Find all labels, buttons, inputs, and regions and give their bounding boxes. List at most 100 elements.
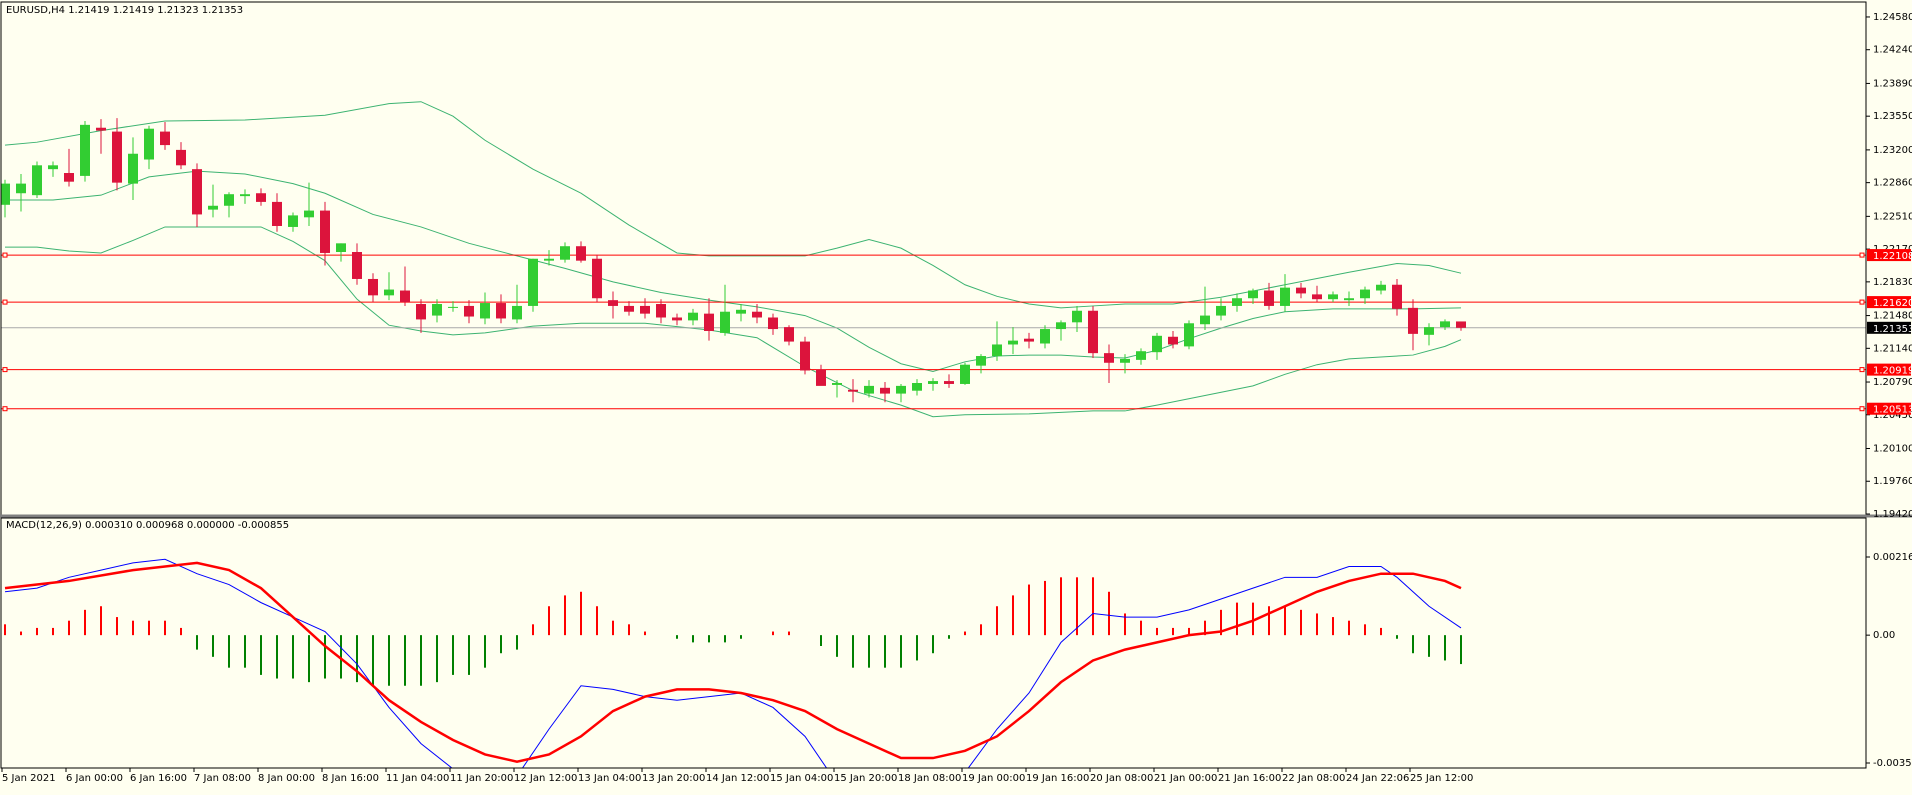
candle-body [496, 303, 506, 319]
candle-body [672, 317, 682, 321]
price-y-tick-label: 1.20790 [1873, 377, 1912, 388]
price-y-tick-label: 1.22860 [1873, 178, 1912, 189]
level-price-tag-label: 1.21620 [1873, 298, 1912, 309]
candle-body [1216, 305, 1226, 316]
candle-body [1168, 336, 1178, 345]
candle-body [1136, 351, 1146, 360]
x-tick-label: 13 Jan 20:00 [642, 773, 705, 784]
candle-body [176, 149, 186, 166]
x-tick-label: 11 Jan 04:00 [386, 773, 449, 784]
candle-body [336, 243, 346, 252]
candle-body [1360, 289, 1370, 299]
candle-body [1344, 298, 1354, 301]
candle-body [1, 183, 10, 205]
candle-body [720, 311, 730, 333]
candle-body [96, 127, 106, 131]
x-tick-label: 8 Jan 16:00 [322, 773, 379, 784]
candle-body [736, 309, 746, 314]
candle-body [800, 341, 810, 371]
level-handle-left [2, 367, 8, 373]
bollinger-lower-band [5, 226, 1462, 418]
candle-body [368, 278, 378, 296]
candle-body [704, 313, 714, 331]
candle-body [1040, 329, 1050, 344]
candle-body [272, 201, 282, 226]
x-tick-label: 13 Jan 04:00 [578, 773, 641, 784]
macd-y-tick-label: -0.003537 [1873, 758, 1912, 769]
macd-panel[interactable] [4, 558, 1462, 790]
candle-body [1408, 307, 1418, 334]
level-price-tag-label: 1.22108 [1873, 251, 1912, 262]
candle-body [256, 193, 266, 202]
candle-body [1440, 321, 1450, 328]
candle-body [352, 251, 362, 279]
candle-body [464, 305, 474, 317]
price-y-tick-label: 1.21830 [1873, 277, 1912, 288]
candle-body [144, 128, 154, 160]
x-tick-label: 18 Jan 08:00 [898, 773, 961, 784]
macd-y-tick-label: 0.00 [1873, 630, 1895, 641]
macd-signal-line [4, 561, 1462, 763]
x-tick-label: 15 Jan 20:00 [834, 773, 897, 784]
x-tick-label: 11 Jan 20:00 [450, 773, 513, 784]
candle-body [384, 289, 394, 296]
price-header: EURUSD,H4 1.21419 1.21419 1.21323 1.2135… [6, 5, 243, 16]
candle-body [976, 356, 986, 366]
candle-body [1120, 358, 1130, 363]
candle-body [960, 364, 970, 384]
candle-body [1296, 287, 1306, 294]
candle-body [912, 382, 922, 391]
price-y-tick-label: 1.24240 [1873, 45, 1912, 56]
level-price-tag [1867, 296, 1911, 309]
x-tick-label: 25 Jan 12:00 [1410, 773, 1473, 784]
candle-body [848, 389, 858, 392]
candle-body [1088, 310, 1098, 354]
candle-body [448, 306, 458, 308]
candle-body [1024, 338, 1034, 342]
candle-body [416, 304, 426, 320]
price-panel[interactable] [0, 101, 1866, 418]
price-y-tick-label: 1.24580 [1873, 12, 1912, 23]
level-price-tag [1867, 363, 1911, 376]
x-tick-label: 19 Jan 16:00 [1026, 773, 1089, 784]
candle-body [1312, 294, 1322, 300]
candle-body [864, 385, 874, 394]
macd-y-tick-label: 0.002162 [1873, 552, 1912, 563]
candle-body [224, 194, 234, 206]
candle-body [512, 305, 522, 320]
candle-body [208, 205, 218, 210]
candle-body [288, 215, 298, 227]
candle-body [400, 290, 410, 303]
candle-body [1264, 290, 1274, 306]
candle-body [992, 344, 1002, 357]
price-y-tick-label: 1.23550 [1873, 111, 1912, 122]
price-y-tick-label: 1.23200 [1873, 145, 1912, 156]
x-tick-label: 12 Jan 12:00 [514, 773, 577, 784]
current-price-tag-label: 1.21353 [1873, 324, 1912, 335]
x-tick-label: 14 Jan 12:00 [706, 773, 769, 784]
candle-body [304, 210, 314, 218]
candle-body [544, 258, 554, 261]
candle-body [832, 382, 842, 385]
candle-body [816, 369, 826, 386]
candle-body [320, 210, 330, 253]
current-price-tag [1867, 321, 1911, 334]
candle-body [240, 194, 250, 197]
price-y-tick-label: 1.21480 [1873, 311, 1912, 322]
candle-body [752, 311, 762, 318]
x-tick-label: 19 Jan 00:00 [962, 773, 1025, 784]
level-handle-right [1859, 299, 1865, 305]
candle-body [1248, 290, 1258, 299]
level-price-tag [1867, 249, 1911, 262]
x-tick-label: 8 Jan 00:00 [258, 773, 315, 784]
candle-body [128, 153, 138, 184]
level-handle-left [2, 299, 8, 305]
candle-body [1424, 327, 1434, 335]
macd-header: MACD(12,26,9) 0.000310 0.000968 0.000000… [6, 520, 289, 531]
x-tick-label: 20 Jan 08:00 [1090, 773, 1153, 784]
candle-body [1056, 322, 1066, 330]
candle-body [640, 305, 650, 314]
